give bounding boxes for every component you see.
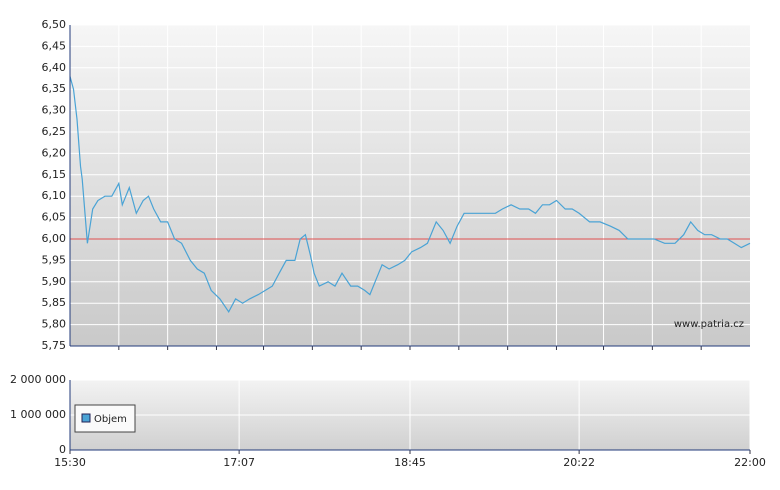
y-tick-label: 6,30 — [42, 104, 67, 117]
y-tick-label: 6,45 — [42, 39, 67, 52]
y-tick-label: 6,20 — [42, 146, 67, 159]
y-tick-label: 5,85 — [42, 296, 67, 309]
price-line — [69, 76, 751, 313]
y-tick-label: 2 000 000 — [10, 373, 66, 386]
y-tick-label: 5,95 — [42, 253, 67, 266]
y-tick-label: 5,80 — [42, 318, 67, 331]
y-tick-label: 6,05 — [42, 211, 67, 224]
legend-label: Objem — [94, 414, 127, 425]
y-tick-label: 5,90 — [42, 275, 67, 288]
x-tick-label: 15:30 — [54, 456, 86, 469]
y-tick-label: 6,15 — [42, 168, 67, 181]
y-tick-label: 5,75 — [42, 339, 67, 352]
legend-swatch — [81, 413, 91, 423]
y-tick-label: 6,35 — [42, 82, 67, 95]
x-tick-label: 20:22 — [563, 456, 595, 469]
y-tick-label: 6,00 — [42, 232, 67, 245]
y-tick-label: 1 000 000 — [10, 408, 66, 421]
annotation: www.patria.cz — [674, 319, 744, 330]
x-tick-label: 22:00 — [734, 456, 766, 469]
x-tick-label: 17:07 — [223, 456, 255, 469]
y-tick-label: 6,25 — [42, 125, 67, 138]
y-tick-label: 0 — [59, 443, 66, 456]
y-tick-label: 6,50 — [42, 18, 67, 31]
y-tick-label: 6,10 — [42, 189, 67, 202]
x-tick-label: 18:45 — [394, 456, 426, 469]
y-tick-label: 6,40 — [42, 61, 67, 74]
